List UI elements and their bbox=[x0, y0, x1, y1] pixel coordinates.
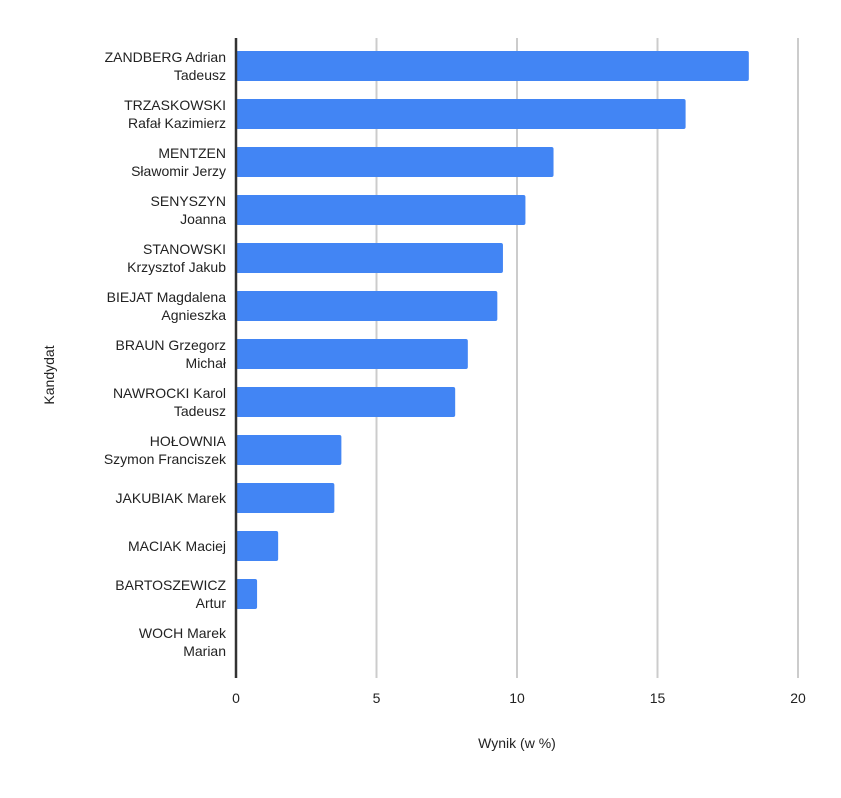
category-label: TRZASKOWSKI Rafał Kazimierz bbox=[124, 97, 226, 131]
category-label: STANOWSKI Krzysztof Jakub bbox=[127, 241, 226, 275]
category-label: SENYSZYN Joanna bbox=[151, 193, 227, 227]
category-label: JAKUBIAK Marek bbox=[116, 490, 227, 506]
category-label: MENTZEN Sławomir Jerzy bbox=[131, 145, 226, 179]
bar bbox=[236, 51, 749, 81]
bar bbox=[236, 147, 554, 177]
category-label: MACIAK Maciej bbox=[128, 538, 226, 554]
x-axis-title: Wynik (w %) bbox=[478, 735, 556, 751]
bar bbox=[236, 339, 468, 369]
bar bbox=[236, 483, 335, 513]
x-tick-label: 20 bbox=[790, 690, 806, 706]
category-label: NAWROCKI Karol Tadeusz bbox=[113, 385, 226, 419]
x-tick-label: 5 bbox=[373, 690, 381, 706]
bar bbox=[236, 387, 456, 417]
category-label: BRAUN Grzegorz Michał bbox=[116, 337, 227, 371]
bar bbox=[236, 435, 342, 465]
bar bbox=[236, 579, 258, 609]
category-label: BARTOSZEWICZ Artur bbox=[115, 577, 226, 611]
bar bbox=[236, 243, 503, 273]
x-tick-label: 15 bbox=[650, 690, 666, 706]
category-label: ZANDBERG Adrian Tadeusz bbox=[105, 49, 226, 83]
bar bbox=[236, 99, 686, 129]
bar bbox=[236, 531, 279, 561]
category-label: BIEJAT Magdalena Agnieszka bbox=[107, 289, 227, 323]
y-axis-title: Kandydat bbox=[41, 345, 57, 404]
bar bbox=[236, 291, 498, 321]
bar bbox=[236, 195, 526, 225]
category-label: HOŁOWNIA Szymon Franciszek bbox=[104, 433, 227, 467]
category-label: WOCH Marek Marian bbox=[139, 625, 227, 659]
x-tick-label: 0 bbox=[232, 690, 240, 706]
x-tick-label: 10 bbox=[509, 690, 525, 706]
